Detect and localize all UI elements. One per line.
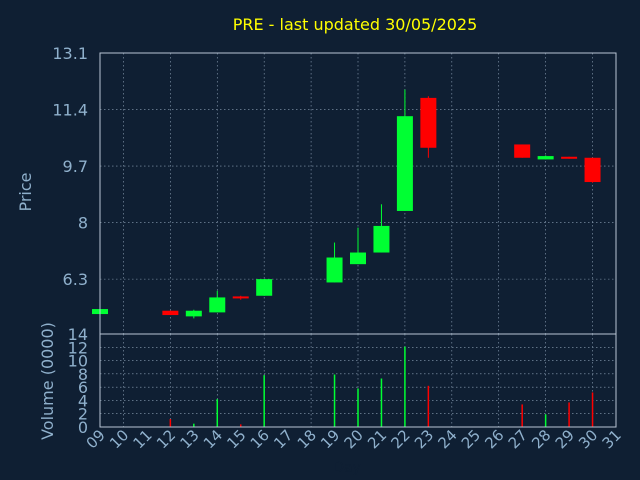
candle-body [537,156,554,160]
volume-tick-label: 14 [68,325,88,344]
candle-body [326,257,343,283]
price-candles [92,89,601,319]
volume-tick-label: 6 [78,378,88,397]
volume-bar [427,385,430,427]
volume-bar [169,419,172,427]
price-tick-label: 11.4 [52,101,88,120]
x-axis-label: Day [333,460,361,476]
volume-tick-label: 4 [78,391,88,410]
candle-body [561,156,578,159]
volume-bar [357,388,359,427]
candle-body [232,296,249,299]
candle-body [162,310,179,316]
volume-tick-label: 10 [68,352,88,371]
candle-body [584,157,601,183]
volume-bar [544,414,547,427]
volume-tick-label: 8 [78,365,88,384]
volume-bar [239,424,242,427]
chart-title: PRE - last updated 30/05/2025 [233,15,478,34]
price-tick-labels: 6.3 8 9.7 11.4 13.1 [52,44,88,289]
price-tick-label: 8 [78,214,88,233]
volume-bar [521,404,523,427]
candle-body [256,279,273,296]
price-axis-label: Price [16,172,35,211]
price-tick-label: 13.1 [52,44,88,63]
candle-body [373,225,390,253]
candle-body [185,310,202,317]
candle-body [514,144,531,158]
volume-bar [404,346,406,427]
volume-bar [333,374,336,427]
volume-bar [193,423,195,427]
candle-body [396,116,413,211]
volume-plot-frame [99,333,617,428]
volume-bars [169,346,594,427]
volume-tick-label: 12 [68,338,88,357]
volume-tick-label: 2 [78,405,88,424]
volume-axis-label: Volume (0000) [38,322,57,440]
volume-bar [216,399,219,427]
day-tick-labels: 0910111213141516171819202122232425262728… [83,426,625,452]
volume-bar [263,375,265,427]
volume-bar [568,402,570,427]
candle-body [350,252,366,265]
volume-bar [591,392,594,427]
candle-body [209,297,226,313]
volume-tick-label: 0 [78,418,88,437]
price-tick-label: 9.7 [63,157,88,176]
price-tick-label: 6.3 [63,270,88,289]
volume-bar [380,378,383,427]
candle-body [420,97,437,148]
